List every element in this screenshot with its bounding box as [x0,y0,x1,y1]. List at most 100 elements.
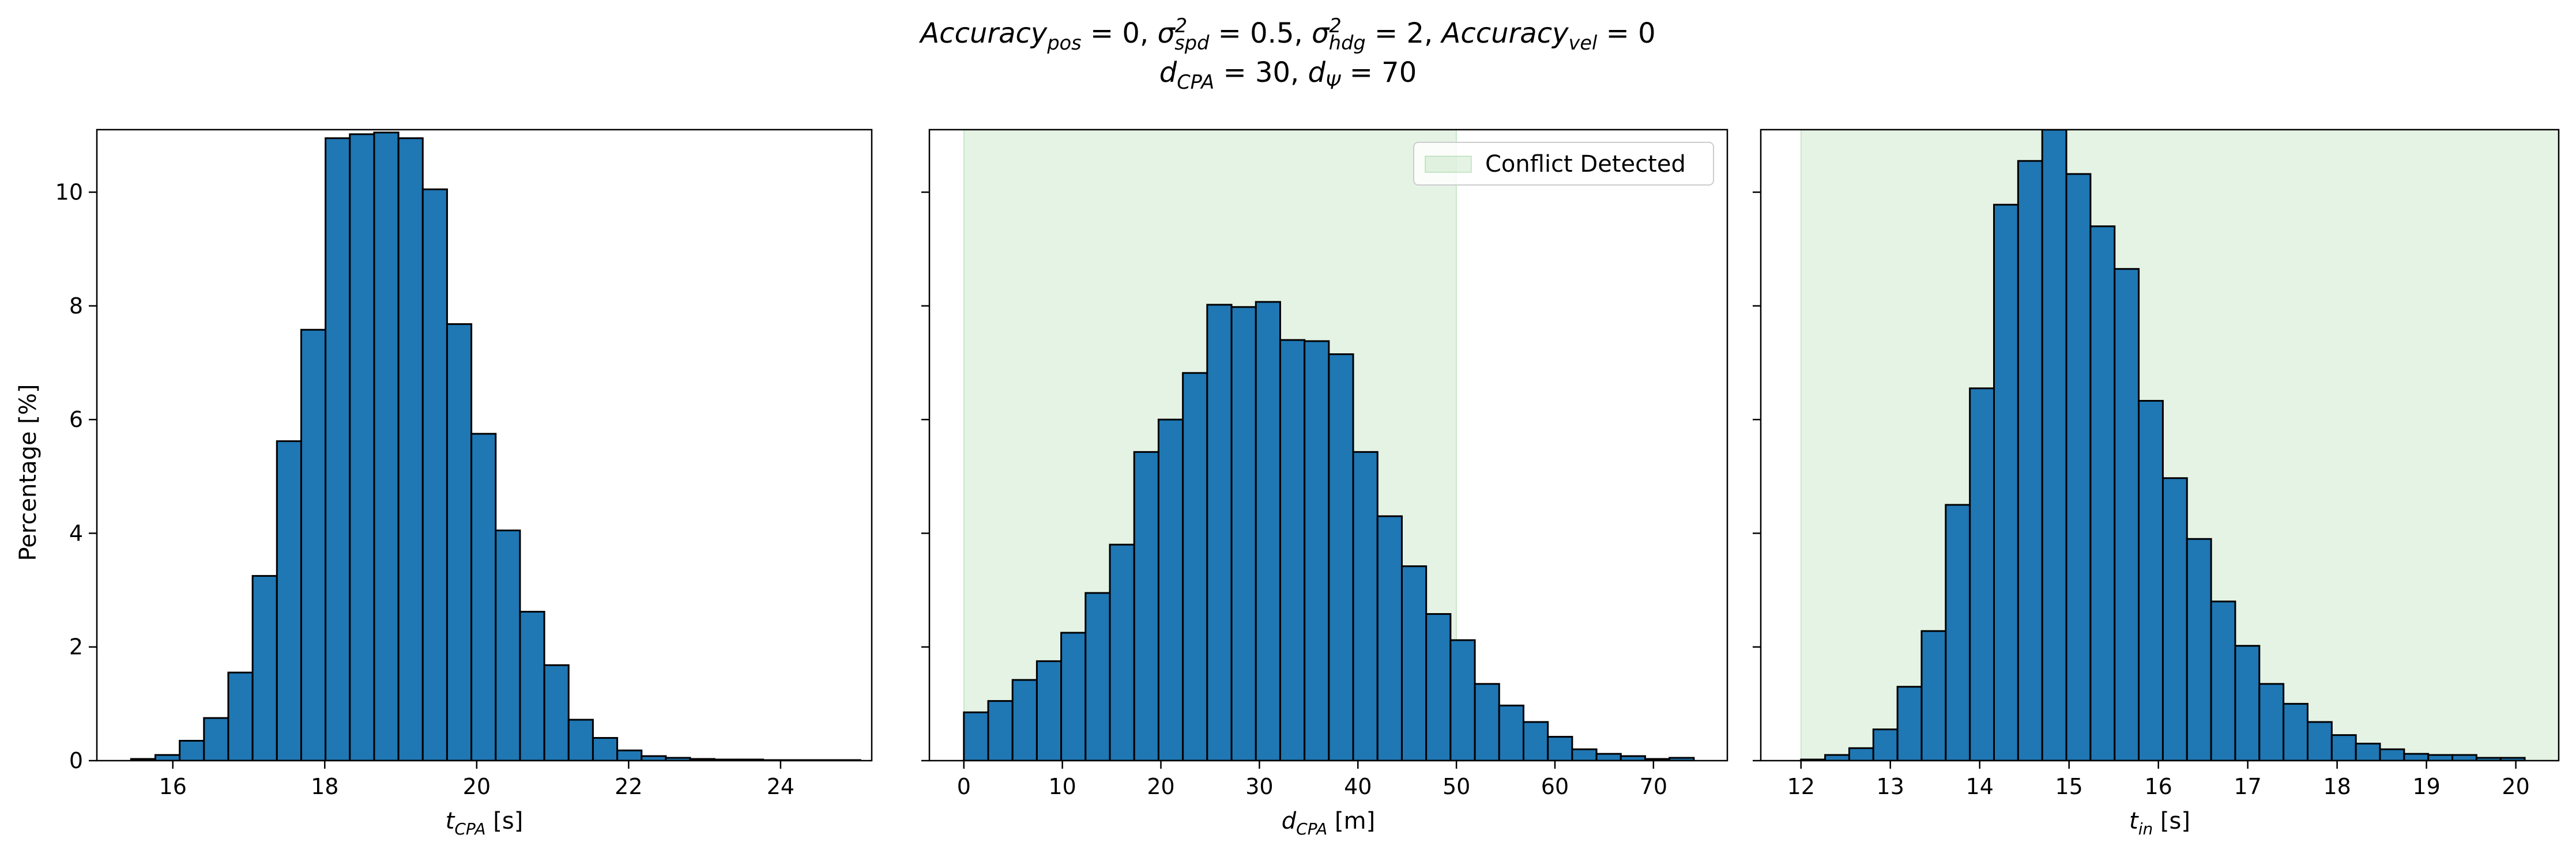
legend: Conflict Detected [1413,142,1714,186]
panel-2: 0 10 20 30 40 50 60 70 dCPA [m] Conflict Detected [921,129,1728,838]
histogram-bar [2379,748,2405,761]
histogram-bar [2451,754,2477,761]
x-tick-label: 16 [159,774,187,799]
histogram-bar [2306,721,2333,761]
x-tick-label: 13 [1877,774,1904,799]
panel-3: 12 13 14 15 16 17 18 19 20 tin [s] [1753,129,2560,838]
y-tick-label: 0 [69,748,83,773]
histogram-bar [397,137,424,761]
histogram-bar [519,611,545,761]
x-tick-label: 20 [2502,774,2529,799]
histogram-bar [470,433,497,761]
legend-swatch [1425,156,1472,173]
histogram-bar [1571,748,1598,761]
histogram-bar [1109,543,1135,761]
histogram-bar [987,700,1014,761]
histogram-bar [2355,742,2381,761]
x-tick-label: 70 [1640,774,1667,799]
histogram-bar [592,737,619,761]
histogram-bar [2210,600,2236,761]
legend-label: Conflict Detected [1485,151,1686,177]
x-axis-label: tCPA [s] [446,808,524,838]
histogram-bar [495,529,521,761]
histogram-bar [567,719,594,761]
x-tick-label: 10 [1048,774,1076,799]
histogram-bar [2234,645,2261,761]
x-tick-label: 17 [2234,774,2261,799]
histogram-bar [251,575,278,761]
histogram-bar [1945,504,1971,761]
histogram-bar [2499,757,2526,761]
histogram-bar [1669,757,1695,761]
x-tick-label: 20 [463,774,491,799]
histogram-bar [1522,721,1549,761]
histogram-bar [1848,747,1874,761]
histogram-bar [154,754,181,761]
bars [1800,130,2526,761]
histogram-bar [1920,630,1947,761]
histogram-bar [1896,686,1923,761]
axes-frame [96,129,873,762]
x-tick-label: 22 [615,774,642,799]
histogram-bar [1376,515,1403,761]
histogram-bar [2403,753,2430,761]
histogram-bar [1425,613,1452,761]
histogram-bar [2283,702,2308,761]
histogram-bar [1969,387,1995,761]
bars [130,131,861,761]
histogram-bar [2089,225,2116,761]
x-tick-label: 24 [767,774,794,799]
y-tick-label: 10 [55,180,83,205]
title-line-1: Accuracypos = 0, σ2 spd = 0.5, σ2 hdg = 2,… [918,14,1655,54]
y-axis-label: Percentage [%] [15,384,42,561]
x-tick-label: 50 [1443,774,1470,799]
x-tick-label: 15 [2055,774,2083,799]
x-tick-label: 20 [1147,774,1174,799]
y-tick-label: 8 [69,293,83,319]
histogram-bar [2065,173,2092,761]
histogram-bar [1400,565,1428,761]
y-tick-label: 2 [69,634,83,660]
axes-frame [928,129,1728,762]
histogram-bar [1993,203,2019,761]
histogram-bar [1304,340,1330,761]
histogram-bar [373,131,400,761]
x-tick-label: 14 [1966,774,1994,799]
histogram-bar [1011,679,1038,761]
title-line-2: dCPA = 30, dΨ = 70 [1159,56,1417,93]
histogram-bar [616,749,643,761]
histogram-bar [1872,728,1899,761]
histogram-bar [2114,268,2140,761]
histogram-bar [1824,754,1850,761]
histogram-bar [1035,660,1063,761]
histogram-bar [2427,754,2454,761]
histogram-bar [1547,736,1573,761]
histogram-bar [325,137,351,761]
histogram-bar [421,188,448,761]
histogram-bar [227,671,254,761]
x-tick-label: 16 [2144,774,2172,799]
histogram-bar [1133,451,1159,761]
y-tick-label: 6 [69,407,83,432]
histogram-bar [276,440,302,761]
y-tick-label: 4 [69,520,83,546]
histogram-bar [1060,632,1087,761]
histogram-bar [1449,639,1476,761]
x-tick-label: 19 [2412,774,2440,799]
histogram-bar [1084,592,1111,761]
x-tick-label: 60 [1541,774,1569,799]
bars [963,301,1695,761]
x-tick-label: 18 [311,774,338,799]
histogram-bar [203,717,229,761]
x-axis-label: tin [s] [2129,808,2190,838]
histogram-bar [2330,734,2357,761]
x-tick-label: 12 [1787,774,1815,799]
histogram-bar [1498,704,1524,761]
histogram-bar [1157,418,1184,761]
histogram-bar [1182,372,1208,761]
legend-box [1413,142,1714,186]
histogram-bar [2161,477,2188,761]
